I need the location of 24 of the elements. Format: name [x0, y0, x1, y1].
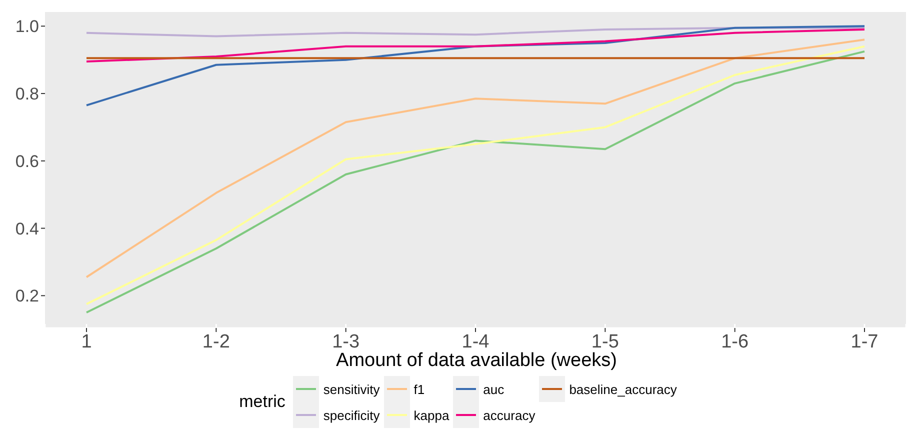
legend-label: sensitivity — [323, 382, 380, 396]
y-tick-label: 0.8 — [15, 84, 39, 104]
legend-label: f1 — [414, 382, 425, 396]
y-tick-label: 0.4 — [15, 219, 39, 238]
legend-label: kappa — [414, 408, 450, 422]
legend-title: metric — [239, 392, 286, 412]
legend-label: auc — [483, 382, 504, 396]
y-tick-label: 1.0 — [15, 17, 39, 36]
y-tick-label: 0.2 — [15, 286, 39, 306]
x-tick-label: 1-4 — [462, 331, 490, 352]
line-series — [85, 28, 866, 63]
line-series — [85, 25, 866, 106]
x-tick-label: 1-2 — [202, 331, 230, 352]
legend-label: specificity — [323, 408, 380, 422]
y-tick-label: 0.6 — [15, 152, 39, 171]
legend-label: accuracy — [483, 408, 536, 422]
x-tick-label: 1-7 — [850, 331, 878, 352]
line-series — [85, 26, 866, 38]
legend-label: baseline_accuracy — [569, 382, 677, 396]
x-tick-label: 1-3 — [332, 331, 360, 352]
x-axis-title: Amount of data available (weeks) — [336, 350, 617, 371]
x-tick-label: 1-5 — [591, 331, 619, 352]
x-tick-label: 1-6 — [721, 331, 749, 352]
x-tick-label: 1 — [81, 331, 92, 352]
